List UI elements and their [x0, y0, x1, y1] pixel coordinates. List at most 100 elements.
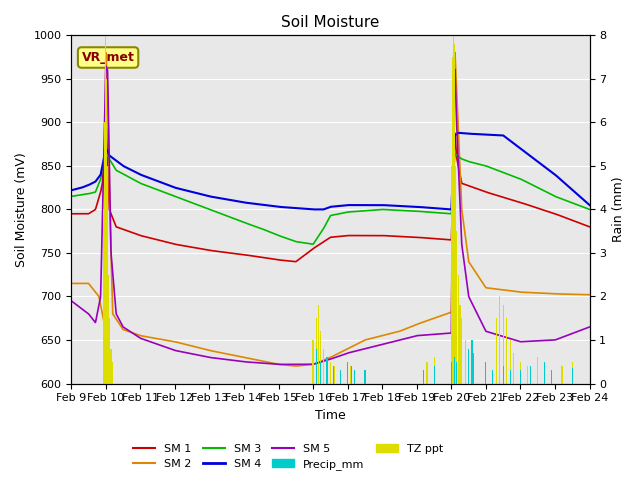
SM 3 [476, 161, 484, 167]
Bar [472, 340, 473, 384]
SM 5 [67, 298, 75, 304]
Bar [544, 362, 545, 384]
Bar [330, 362, 331, 384]
SM 5 [476, 316, 484, 322]
SM 2 [476, 276, 484, 282]
SM 5 [571, 330, 579, 336]
Bar [104, 122, 106, 384]
SM 4 [306, 206, 314, 212]
SM 5 [586, 324, 593, 330]
Bar [495, 318, 497, 384]
SM 1 [67, 211, 75, 216]
Bar [318, 305, 319, 384]
Bar [458, 275, 459, 384]
Bar [105, 57, 106, 384]
SM 5 [275, 361, 282, 367]
Bar [544, 362, 545, 384]
SM 5 [572, 330, 579, 336]
SM 4 [320, 206, 328, 212]
Bar [333, 366, 335, 384]
X-axis label: Time: Time [315, 409, 346, 422]
SM 3 [572, 201, 579, 207]
Bar [465, 340, 466, 384]
Bar [340, 371, 341, 384]
Bar [502, 305, 504, 384]
Bar [461, 318, 463, 384]
Line: SM 2: SM 2 [71, 52, 589, 366]
Bar [433, 358, 435, 384]
SM 4 [309, 206, 317, 212]
SM 3 [309, 241, 317, 247]
SM 4 [586, 202, 593, 208]
SM 2 [94, 292, 102, 298]
Bar [433, 366, 435, 384]
Bar [520, 362, 521, 384]
Bar [509, 340, 511, 384]
Text: VR_met: VR_met [82, 51, 134, 64]
Bar [106, 79, 107, 384]
SM 4 [476, 132, 484, 137]
SM 3 [320, 225, 328, 231]
SM 4 [571, 189, 579, 195]
Line: SM 4: SM 4 [71, 133, 589, 209]
Bar [323, 348, 324, 384]
Bar [468, 348, 469, 384]
Bar [492, 371, 493, 384]
Bar [455, 166, 456, 384]
SM 3 [67, 193, 75, 199]
Bar [364, 371, 365, 384]
Bar [460, 305, 461, 384]
Bar [423, 371, 424, 384]
SM 1 [476, 187, 484, 193]
SM 5 [320, 358, 328, 364]
Bar [506, 318, 507, 384]
SM 2 [571, 291, 579, 297]
SM 1 [307, 248, 314, 254]
Bar [351, 366, 352, 384]
Bar [485, 362, 486, 384]
SM 1 [94, 199, 102, 204]
Bar [551, 371, 552, 384]
Bar [354, 371, 355, 384]
Bar [107, 166, 108, 384]
Line: SM 1: SM 1 [71, 129, 589, 262]
Bar [561, 366, 563, 384]
Bar [456, 362, 457, 384]
SM 2 [306, 362, 314, 368]
Bar [426, 362, 428, 384]
Bar [520, 371, 521, 384]
Line: SM 5: SM 5 [71, 66, 589, 364]
Bar [456, 231, 457, 384]
SM 3 [306, 241, 314, 247]
Bar [347, 362, 348, 384]
Y-axis label: Rain (mm): Rain (mm) [612, 177, 625, 242]
Legend: SM 1, SM 2, SM 3, SM 4, SM 5, Precip_mm, TZ ppt: SM 1, SM 2, SM 3, SM 4, SM 5, Precip_mm,… [129, 439, 447, 474]
Bar [453, 36, 454, 384]
Bar [537, 358, 538, 384]
Bar [509, 371, 511, 384]
Title: Soil Moisture: Soil Moisture [281, 15, 380, 30]
SM 5 [307, 361, 314, 367]
Bar [472, 353, 473, 384]
SM 1 [102, 126, 110, 132]
Bar [513, 353, 514, 384]
SM 2 [572, 291, 579, 297]
Bar [312, 340, 314, 384]
Bar [454, 358, 455, 384]
SM 4 [67, 187, 75, 193]
SM 1 [292, 259, 300, 264]
SM 4 [572, 190, 579, 195]
Bar [319, 331, 321, 384]
Bar [499, 297, 500, 384]
Bar [452, 57, 453, 384]
Bar [347, 371, 348, 384]
Bar [527, 366, 528, 384]
SM 2 [451, 49, 459, 55]
Bar [502, 366, 504, 384]
SM 2 [320, 357, 328, 363]
SM 1 [572, 218, 579, 224]
SM 4 [454, 130, 462, 136]
Bar [451, 166, 452, 384]
Bar [108, 275, 109, 384]
Line: SM 3: SM 3 [71, 153, 589, 244]
